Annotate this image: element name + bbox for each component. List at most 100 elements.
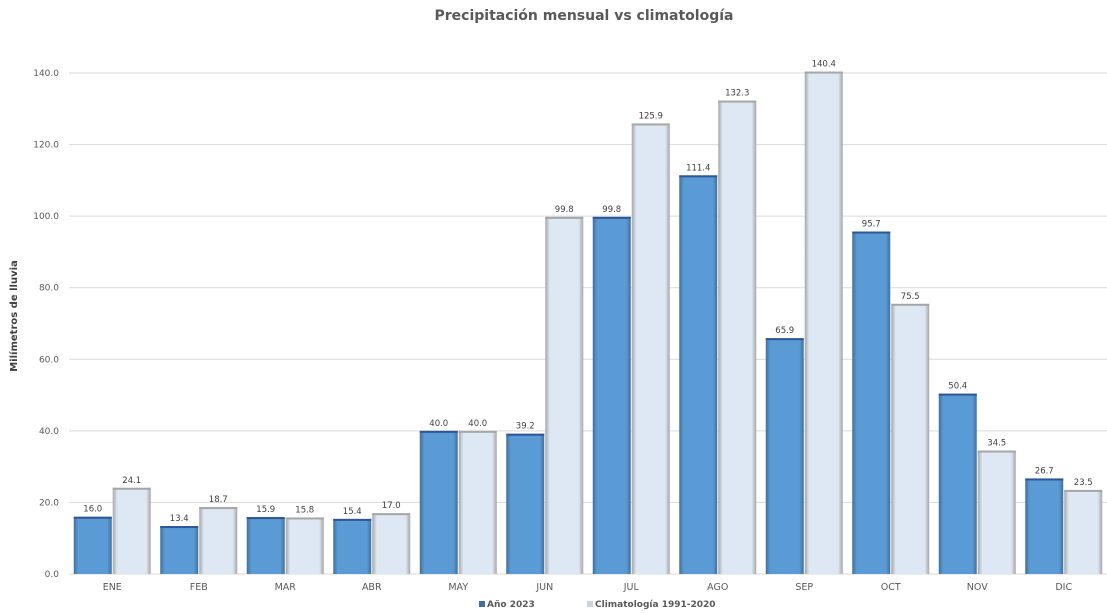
data-label: 140.4 [812,60,836,70]
data-label: 23.5 [1074,478,1093,488]
bar-top-edge [545,216,584,219]
bar-dic-series-1 [1064,489,1103,574]
bar-top-edge [1025,478,1064,481]
data-label: 40.0 [468,419,487,429]
bar-ene-series-1 [112,487,151,574]
bar-may-series-1 [458,430,497,574]
data-label: 24.1 [122,476,141,486]
bar-jul-series-1 [631,123,670,574]
data-label: 34.5 [987,439,1006,449]
data-label: 15.8 [295,505,314,515]
data-label: 95.7 [862,220,881,230]
bar-top-edge [804,71,843,74]
bar-jun-series-0 [506,433,545,574]
bar-nov-series-1 [977,450,1016,574]
bar-top-edge [199,507,238,510]
bar-mar-series-0 [246,517,285,574]
bar-top-edge [592,216,631,219]
y-tick-label: 80.0 [39,284,59,294]
y-tick-label: 100.0 [33,212,59,222]
bar-oct-series-0 [852,231,891,575]
x-tick-labels: ENE FEB MAR ABR MAY JUN JUL AGO SEP OCT NOV DIC [103,582,1073,593]
bar-top-edge [285,517,324,520]
chart-title: Precipitación mensual vs climatología [434,8,733,24]
x-tick-label-may: MAY [448,582,468,593]
bar-top-edge [938,393,977,396]
data-labels: 16.0 24.1 13.4 18.7 15.9 15.8 15.4 17.0 40.0 40.0… [83,60,1092,524]
y-tick-label: 20.0 [39,498,59,508]
data-label: 18.7 [209,495,228,505]
bar-sep-series-1 [804,71,843,574]
bar-top-edge [765,338,804,341]
y-tick-label: 40.0 [39,427,59,437]
bar-top-edge [1064,489,1103,492]
y-tick-label: 140.0 [33,69,59,79]
x-tick-label-nov: NOV [967,582,988,593]
bar-feb-series-0 [160,526,199,574]
x-tick-label-oct: OCT [881,582,901,593]
legend-swatch-ano-2023 [479,601,485,607]
x-tick-label-ago: AGO [707,582,728,593]
bar-top-edge [458,430,497,433]
data-label: 40.0 [429,419,448,429]
bar-ago-series-0 [679,175,718,574]
gridlines [69,72,1107,575]
bar-abr-series-1 [372,513,411,574]
bar-dic-series-0 [1025,478,1064,574]
data-label: 111.4 [686,163,710,173]
x-tick-label-ene: ENE [103,582,122,593]
x-tick-label-sep: SEP [795,582,813,593]
data-label: 125.9 [639,111,663,121]
y-tick-label: 60.0 [39,355,59,365]
data-label: 132.3 [725,89,749,99]
y-tick-label: 120.0 [33,141,59,151]
bar-jul-series-0 [592,216,631,574]
x-tick-label-jul: JUL [623,582,640,593]
bar-ene-series-0 [73,516,112,574]
bar-abr-series-0 [333,518,372,574]
data-label: 13.4 [170,514,189,524]
bar-oct-series-1 [891,303,930,574]
data-label: 99.8 [555,205,574,215]
bar-top-edge [679,175,718,178]
bar-top-edge [112,487,151,490]
bar-top-edge [891,303,930,306]
bar-top-edge [160,526,199,529]
data-label: 65.9 [775,326,794,336]
bar-top-edge [977,450,1016,453]
bar-ago-series-1 [718,100,757,575]
legend-label-ano-2023: Año 2023 [487,600,535,610]
bar-feb-series-1 [199,507,238,574]
legend: Año 2023 Climatología 1991-2020 [479,600,716,610]
y-axis-label: Milímetros de lluvia [8,260,20,372]
bar-top-edge [419,430,458,433]
legend-swatch-climatologia [587,601,593,607]
bar-top-edge [73,516,112,519]
bar-top-edge [246,517,285,520]
data-label: 50.4 [948,382,967,392]
bar-sep-series-0 [765,338,804,574]
x-tick-label-mar: MAR [275,582,297,593]
data-label: 39.2 [516,422,535,432]
x-tick-label-feb: FEB [190,582,208,593]
data-label: 99.8 [602,205,621,215]
legend-label-climatologia: Climatología 1991-2020 [595,600,716,610]
y-tick-label: 0.0 [45,570,60,580]
data-label: 75.5 [901,292,920,302]
data-label: 15.4 [343,507,362,517]
data-label: 17.0 [382,501,401,511]
bar-top-edge [333,518,372,521]
bar-jun-series-1 [545,216,584,574]
y-tick-labels: 0.0 20.0 40.0 60.0 80.0 100.0 120.0 140.0 [33,69,59,580]
bar-top-edge [506,433,545,436]
bar-nov-series-0 [938,393,977,574]
data-label: 26.7 [1035,466,1054,476]
bar-top-edge [631,123,670,126]
data-label: 16.0 [83,505,102,515]
bars [73,71,1103,575]
bar-top-edge [718,100,757,103]
bar-mar-series-1 [285,517,324,574]
bar-top-edge [852,231,891,234]
x-tick-label-abr: ABR [362,582,382,593]
